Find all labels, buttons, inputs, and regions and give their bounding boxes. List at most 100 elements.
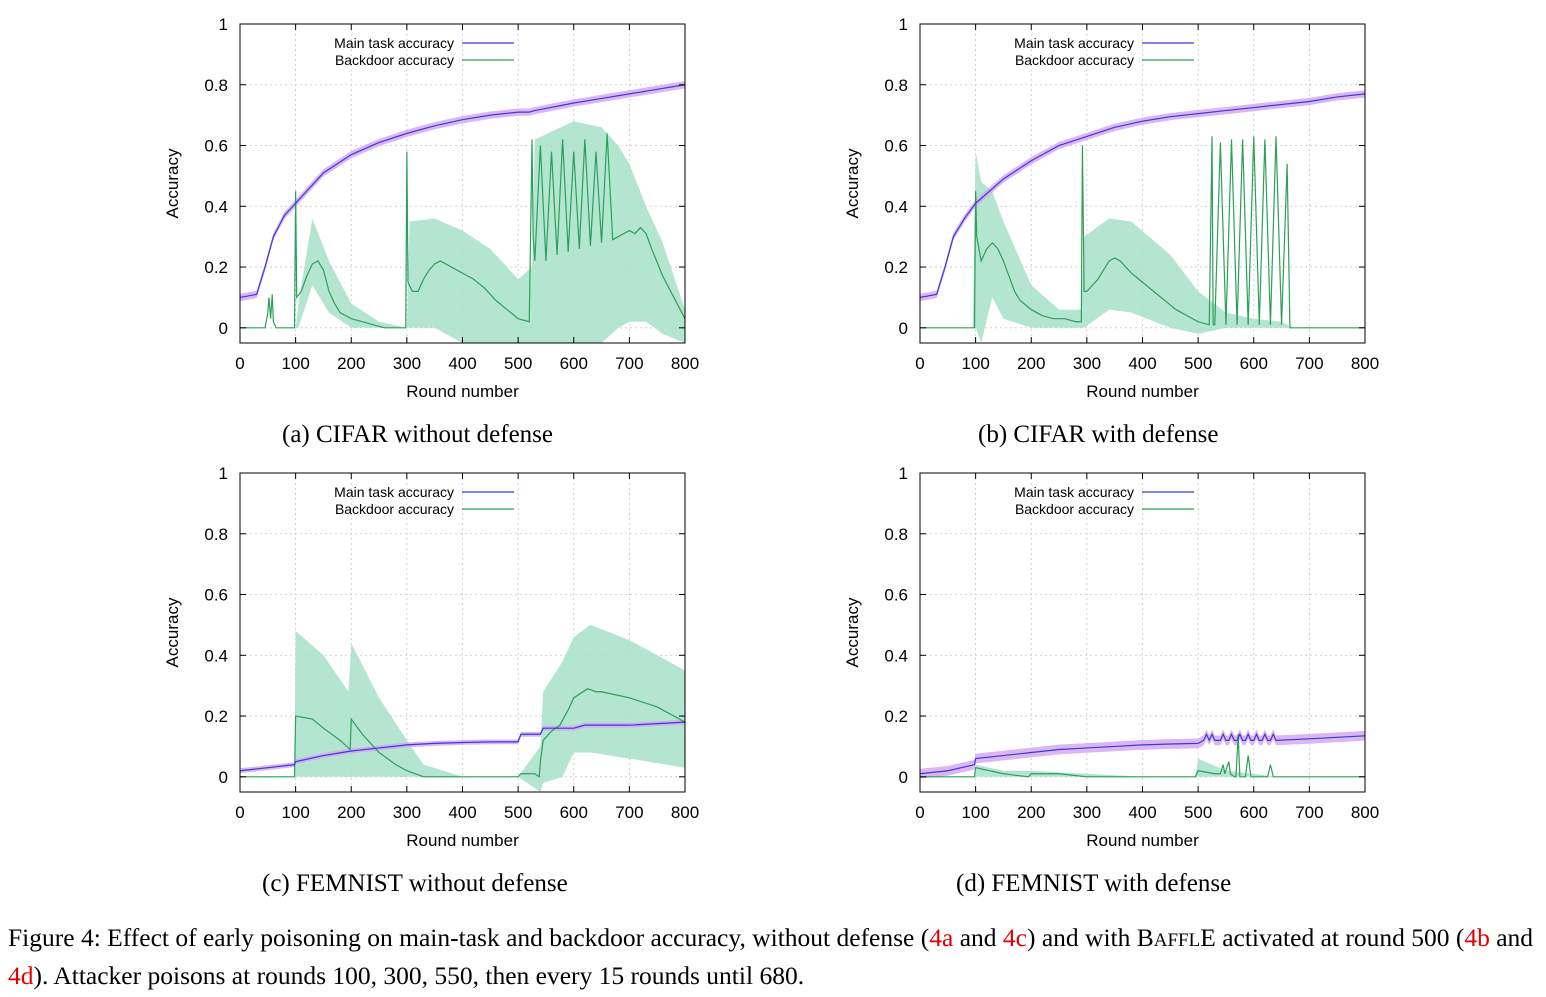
figure-caption-part1: Figure 4: Effect of early poisoning on m… (8, 923, 930, 952)
y-tick-label: 0.4 (884, 646, 908, 665)
y-tick-label: 1 (219, 464, 228, 483)
legend-main-label: Main task accuracy (1014, 484, 1134, 500)
x-tick-label: 400 (448, 803, 476, 822)
figure-caption-and2: and (1489, 923, 1534, 952)
x-tick-label: 400 (448, 354, 476, 373)
y-tick-label: 0.6 (884, 586, 908, 605)
x-tick-label: 500 (504, 354, 532, 373)
figure-caption: Figure 4: Effect of early poisoning on m… (8, 920, 1538, 993)
x-axis-label: Round number (406, 831, 519, 850)
x-tick-label: 500 (1184, 803, 1212, 822)
y-tick-label: 0 (219, 768, 228, 787)
x-axis-label: Round number (406, 382, 519, 401)
y-axis-label: Accuracy (163, 148, 182, 218)
backdoor-accuracy-line (240, 688, 686, 778)
y-tick-label: 0.2 (204, 258, 228, 277)
x-tick-label: 300 (1073, 803, 1101, 822)
figure-caption-smallcaps: AFFL (1153, 930, 1201, 951)
main-task-accuracy-line (239, 84, 686, 299)
y-tick-label: 0.4 (884, 197, 908, 216)
figure-caption-part2: ) and with B (1026, 923, 1154, 952)
y-tick-label: 0.8 (884, 76, 908, 95)
chart-c-caption: (c) FEMNIST without defense (262, 870, 568, 897)
legend-main-label: Main task accuracy (1014, 35, 1134, 51)
backdoor-accuracy-band (920, 151, 1365, 343)
x-tick-label: 800 (671, 354, 699, 373)
x-tick-label: 600 (1240, 354, 1268, 373)
x-tick-label: 700 (1295, 354, 1323, 373)
y-tick-label: 0 (219, 319, 228, 338)
y-tick-label: 0.2 (204, 707, 228, 726)
y-tick-label: 0 (899, 319, 908, 338)
x-tick-label: 100 (961, 803, 989, 822)
legend-backdoor-label: Backdoor accuracy (335, 52, 454, 68)
x-tick-label: 0 (235, 803, 244, 822)
y-tick-label: 1 (899, 15, 908, 34)
x-tick-label: 100 (961, 354, 989, 373)
y-tick-label: 0.2 (884, 707, 908, 726)
figure-caption-and1: and (953, 923, 1003, 952)
y-tick-label: 0 (899, 768, 908, 787)
x-tick-label: 300 (1073, 354, 1101, 373)
y-tick-label: 0.6 (204, 586, 228, 605)
x-tick-label: 300 (393, 803, 421, 822)
y-axis-label: Accuracy (843, 148, 862, 218)
ref-4a-link[interactable]: 4a (929, 923, 954, 952)
x-tick-label: 100 (281, 803, 309, 822)
x-tick-label: 100 (281, 354, 309, 373)
figure-caption-part4: activated at round 500 ( (1215, 923, 1465, 952)
legend-main-label: Main task accuracy (334, 484, 454, 500)
y-tick-label: 0.2 (884, 258, 908, 277)
x-tick-label: 200 (1017, 354, 1045, 373)
x-tick-label: 800 (1351, 803, 1379, 822)
chart-panel-a: 0 100 200 300 400 500 600 700 800 0 0.2 0.4 0.6 0.8 1 R… (150, 5, 850, 448)
chart-d-svg: 0 100 200 300 400 500 600 700 800 0 0.2 0.4 0.6 0.8 1 R… (843, 464, 1379, 850)
main-task-accuracy-line (919, 732, 1366, 775)
x-tick-label: 500 (504, 803, 532, 822)
figure-caption-part5: ). Attacker poisons at rounds 100, 300, … (33, 961, 805, 990)
x-tick-label: 200 (337, 354, 365, 373)
x-tick-label: 200 (337, 803, 365, 822)
chart-panel-b: 0 100 200 300 400 500 600 700 800 0 0.2 0.4 0.6 0.8 1 R… (830, 5, 1530, 448)
chart-panel-d: 0 100 200 300 400 500 600 700 800 0 0.2 0.4 0.6 0.8 1 R… (830, 454, 1530, 897)
x-tick-label: 700 (615, 354, 643, 373)
main-task-accuracy-line (919, 93, 1366, 299)
legend-backdoor-label: Backdoor accuracy (335, 501, 454, 517)
backdoor-accuracy-band (240, 121, 685, 343)
backdoor-accuracy-line (920, 136, 1365, 329)
legend-backdoor-label: Backdoor accuracy (1015, 52, 1134, 68)
ref-4d-link[interactable]: 4d (8, 961, 34, 990)
main-task-accuracy-line (239, 721, 686, 772)
chart-a-caption: (a) CIFAR without defense (282, 421, 554, 448)
x-axis-label: Round number (1086, 382, 1199, 401)
x-tick-label: 300 (393, 354, 421, 373)
chart-panel-c: 0 100 200 300 400 500 600 700 800 0 0.2 0.4 0.6 0.8 1 R… (150, 454, 850, 897)
chart-c-svg: 0 100 200 300 400 500 600 700 800 0 0.2 0.4 0.6 0.8 1 R… (163, 464, 699, 850)
x-tick-label: 200 (1017, 803, 1045, 822)
y-tick-label: 0.4 (204, 197, 228, 216)
x-tick-label: 600 (560, 803, 588, 822)
chart-b-caption: (b) CIFAR with defense (978, 421, 1219, 448)
x-tick-label: 500 (1184, 354, 1212, 373)
y-tick-label: 0.6 (884, 137, 908, 156)
x-tick-label: 0 (915, 354, 924, 373)
chart-b-svg: 0 100 200 300 400 500 600 700 800 0 0.2 0.4 0.6 0.8 1 R… (843, 15, 1379, 401)
y-tick-label: 0.8 (204, 525, 228, 544)
y-tick-label: 0.4 (204, 646, 228, 665)
ref-4b-link[interactable]: 4b (1464, 923, 1490, 952)
legend-backdoor-label: Backdoor accuracy (1015, 501, 1134, 517)
x-tick-label: 600 (1240, 803, 1268, 822)
y-axis-label: Accuracy (843, 597, 862, 667)
x-tick-label: 0 (235, 354, 244, 373)
x-axis-label: Round number (1086, 831, 1199, 850)
x-tick-label: 800 (671, 803, 699, 822)
y-tick-label: 0.8 (884, 525, 908, 544)
backdoor-accuracy-line (920, 734, 1365, 778)
y-tick-label: 1 (899, 464, 908, 483)
y-axis-label: Accuracy (163, 597, 182, 667)
legend-main-label: Main task accuracy (334, 35, 454, 51)
chart-a-svg: 0 100 200 300 400 500 600 700 800 0 0.2 0.4 0.6 0.8 1 R… (163, 15, 699, 401)
ref-4c-link[interactable]: 4c (1002, 923, 1027, 952)
backdoor-accuracy-line (240, 133, 686, 329)
x-tick-label: 400 (1128, 803, 1156, 822)
